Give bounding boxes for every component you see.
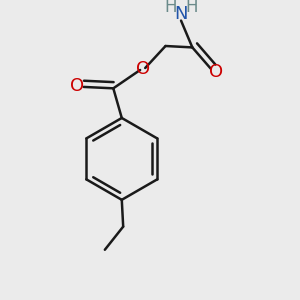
- Text: O: O: [209, 63, 224, 81]
- Text: N: N: [174, 5, 188, 23]
- Text: H: H: [185, 0, 198, 16]
- Text: H: H: [164, 0, 177, 16]
- Text: O: O: [136, 60, 151, 78]
- Text: O: O: [70, 77, 85, 95]
